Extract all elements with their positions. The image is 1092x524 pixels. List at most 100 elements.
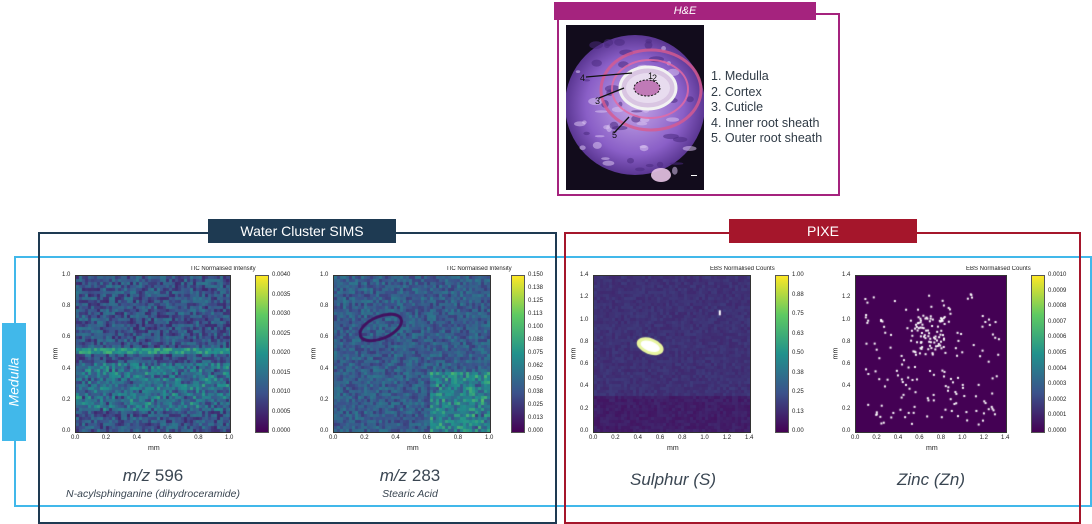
colorbar-tick-3-2: 0.75	[792, 311, 804, 317]
x-axis-label-1: mm	[148, 445, 160, 452]
colorbar-tick-3-4: 0.50	[792, 350, 804, 356]
y-tick-1-0: 1.0	[62, 272, 71, 278]
colorbar-title-4: EBS Normalised Counts	[966, 266, 1031, 272]
x-tick-4-6: 1.2	[979, 435, 988, 441]
x-tick-2-0: 0.0	[329, 435, 338, 441]
map-image-1	[75, 275, 231, 433]
x-tick-3-2: 0.4	[633, 435, 642, 441]
y-tick-2-5: 0.0	[320, 428, 329, 434]
colorbar-tick-3-6: 0.25	[792, 389, 804, 395]
colorbar-tick-4-9: 0.0001	[1048, 412, 1067, 419]
sims-banner: Water Cluster SIMS	[208, 219, 396, 243]
colorbar-tick-2-1: 0.138	[528, 285, 544, 291]
colorbar-tick-1-8: 0.0000	[272, 428, 291, 434]
colorbar-tick-2-5: 0.088	[528, 337, 544, 343]
x-tick-1-4: 0.8	[194, 435, 203, 441]
x-tick-1-1: 0.2	[101, 435, 111, 441]
x-tick-4-3: 0.6	[915, 435, 924, 441]
colorbar-2	[511, 275, 525, 433]
structure-cortex: 2. Cortex	[711, 84, 762, 99]
x-tick-3-4: 0.8	[678, 435, 687, 441]
colorbar-tick-2-9: 0.038	[528, 389, 544, 395]
y-tick-3-2: 1.0	[580, 316, 589, 323]
y-tick-2-4: 0.2	[320, 396, 329, 403]
he-label-1: 1	[648, 71, 653, 81]
y-tick-3-4: 0.6	[580, 361, 589, 368]
caption-italic-2: m/z	[379, 466, 408, 485]
he-image: 4 1 2 3 5	[566, 25, 704, 190]
colorbar-tick-4-7: 0.0003	[1048, 381, 1067, 388]
x-tick-4-1: 0.2	[872, 435, 881, 441]
y-tick-4-2: 1.0	[842, 316, 851, 323]
x-tick-4-4: 0.8	[936, 435, 946, 441]
he-structure-list: 1. Medulla 2. Cortex 3. Cuticle 4. Inner…	[711, 69, 822, 147]
x-tick-3-3: 0.6	[655, 435, 665, 441]
y-tick-2-1: 0.8	[320, 303, 329, 310]
y-axis-label-4: mm	[832, 347, 840, 360]
y-tick-3-5: 0.4	[580, 383, 589, 390]
x-tick-1-0: 0.0	[71, 435, 80, 441]
x-tick-3-7: 1.4	[745, 435, 754, 441]
y-tick-2-3: 0.4	[320, 365, 329, 372]
x-tick-3-1: 0.2	[611, 435, 620, 441]
y-tick-1-3: 0.4	[62, 365, 71, 372]
y-tick-4-7: 0.0	[842, 428, 851, 434]
colorbar-tick-1-7: 0.0005	[272, 408, 291, 415]
colorbar-tick-2-6: 0.075	[528, 350, 544, 356]
colorbar-tick-3-8: 0.00	[792, 428, 804, 434]
caption-3: Sulphur (S)	[573, 470, 773, 490]
colorbar-tick-2-7: 0.062	[528, 363, 544, 369]
x-tick-1-5: 1.0	[225, 435, 234, 441]
colorbar-tick-1-3: 0.0025	[272, 330, 291, 337]
y-tick-1-5: 0.0	[62, 428, 71, 434]
colorbar-1	[255, 275, 269, 433]
y-tick-1-4: 0.2	[62, 396, 71, 403]
colorbar-tick-4-2: 0.0008	[1048, 303, 1067, 310]
y-tick-3-7: 0.0	[580, 428, 589, 434]
colorbar-tick-3-1: 0.88	[792, 291, 804, 298]
x-tick-2-2: 0.4	[391, 435, 400, 441]
x-axis-label-2: mm	[407, 445, 419, 452]
x-tick-4-2: 0.4	[893, 435, 903, 441]
caption-number-1: 596	[150, 466, 184, 485]
x-tick-3-5: 1.0	[700, 435, 709, 441]
x-tick-4-7: 1.4	[1001, 435, 1010, 441]
colorbar-tick-3-3: 0.63	[792, 330, 804, 337]
y-tick-1-2: 0.6	[62, 334, 71, 341]
x-axis-label-3: mm	[667, 445, 679, 452]
colorbar-3	[775, 275, 789, 433]
structure-cuticle: 3. Cuticle	[711, 100, 764, 114]
colorbar-tick-2-12: 0.000	[528, 428, 544, 434]
y-tick-1-1: 0.8	[62, 303, 71, 310]
colorbar-tick-2-2: 0.125	[528, 298, 544, 304]
x-tick-2-3: 0.6	[422, 435, 431, 441]
colorbar-tick-1-5: 0.0015	[272, 369, 291, 376]
colorbar-4	[1031, 275, 1045, 433]
caption-italic-1: m/z	[122, 466, 151, 485]
colorbar-tick-4-8: 0.0002	[1048, 396, 1067, 403]
x-axis-label-4: mm	[926, 445, 938, 452]
medulla-label-box: Medulla	[2, 323, 26, 441]
y-tick-3-3: 0.8	[580, 338, 589, 345]
colorbar-tick-2-10: 0.025	[528, 402, 544, 408]
structure-medulla: 1. Medulla	[711, 69, 769, 83]
colorbar-tick-4-3: 0.0007	[1048, 318, 1067, 325]
he-label-2: 2	[652, 73, 657, 83]
map-image-3	[593, 275, 751, 433]
caption-sub-1: N-acylsphinganine (dihydroceramide)	[66, 488, 240, 500]
x-tick-2-4: 0.8	[453, 435, 463, 441]
colorbar-tick-2-0: 0.150	[528, 272, 544, 278]
y-tick-3-0: 1.4	[580, 272, 589, 278]
structure-inner-root-sheath: 4. Inner root sheath	[711, 115, 820, 130]
colorbar-tick-4-1: 0.0009	[1048, 287, 1067, 294]
y-axis-label-2: mm	[310, 347, 318, 360]
pixe-banner: PIXE	[729, 219, 917, 243]
colorbar-tick-2-8: 0.050	[528, 376, 544, 382]
colorbar-tick-4-6: 0.0004	[1048, 365, 1067, 372]
y-tick-4-1: 1.2	[842, 294, 851, 301]
caption-1: m/z 596	[53, 466, 253, 486]
colorbar-tick-4-10: 0.0000	[1048, 428, 1067, 434]
colorbar-tick-1-4: 0.0020	[272, 350, 291, 356]
he-label-5: 5	[612, 130, 617, 140]
x-tick-2-1: 0.2	[360, 435, 369, 441]
